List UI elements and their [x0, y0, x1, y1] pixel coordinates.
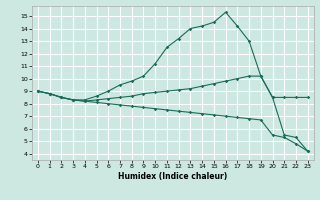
X-axis label: Humidex (Indice chaleur): Humidex (Indice chaleur) [118, 172, 228, 181]
